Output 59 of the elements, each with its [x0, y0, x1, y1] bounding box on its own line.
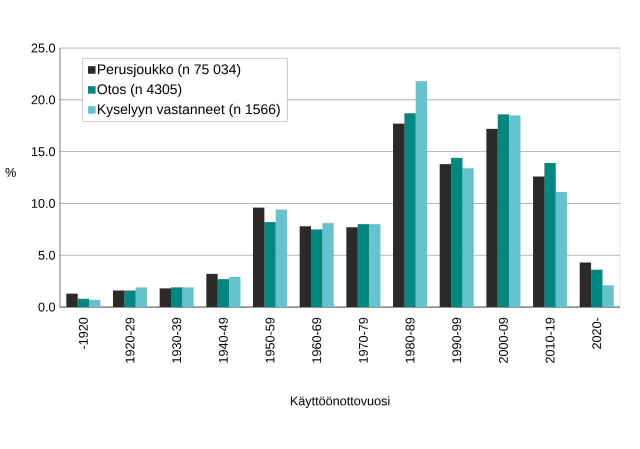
y-tick-label: 0.0 — [38, 302, 56, 312]
bar — [544, 162, 556, 308]
legend-label: Kyselyyn vastanneet (n 1566) — [98, 104, 280, 117]
bar — [136, 287, 148, 308]
x-tick-label: 2000-09 — [498, 318, 508, 363]
legend-label: Otos (n 4305) — [98, 84, 182, 97]
bar — [182, 287, 194, 308]
bar — [440, 164, 452, 308]
bar — [89, 300, 100, 308]
bar — [160, 288, 172, 308]
bar — [171, 287, 182, 308]
y-tick-label: 5.0 — [38, 250, 56, 260]
bar — [206, 274, 218, 308]
bar — [229, 276, 240, 308]
y-tick-label: 10.0 — [32, 198, 56, 208]
x-tick-label: 1960-69 — [312, 318, 322, 363]
bar — [218, 279, 230, 308]
x-tick-label: 1930-39 — [172, 318, 182, 363]
bar — [358, 224, 370, 308]
bar — [486, 128, 498, 308]
x-tick-label: -1920 — [78, 318, 88, 349]
bar — [404, 113, 416, 308]
bar — [346, 227, 358, 308]
x-axis-title: Käyttöönottovuosi — [290, 396, 390, 408]
y-axis-title: % — [6, 168, 16, 177]
bar — [66, 294, 78, 308]
bar — [451, 158, 462, 308]
bar — [591, 270, 602, 308]
bar — [78, 298, 90, 308]
bar — [264, 222, 276, 308]
x-tick-label: 1920-29 — [126, 318, 134, 363]
bar — [112, 290, 124, 308]
x-tick-label: 1990-99 — [452, 318, 462, 363]
bar — [322, 223, 334, 308]
bar — [533, 176, 544, 308]
x-tick-label: 2020- — [592, 318, 602, 349]
y-tick-label: 25.0 — [32, 44, 56, 52]
bar — [602, 285, 614, 308]
legend-label: Perusjoukko (n 75 034) — [98, 64, 240, 77]
bar — [393, 124, 404, 308]
bar — [416, 81, 428, 308]
y-tick-label: 20.0 — [32, 95, 56, 104]
bar — [311, 229, 322, 308]
x-tick-label: 1980-89 — [406, 318, 415, 363]
x-tick-label: 1970-79 — [358, 318, 368, 363]
bar — [253, 208, 264, 308]
x-tick-label: 1940-49 — [218, 318, 228, 363]
bar — [556, 192, 568, 308]
x-tick-label: 2010-19 — [546, 318, 555, 363]
bar — [498, 114, 510, 308]
bar — [300, 226, 312, 308]
bar — [509, 115, 520, 308]
bar — [124, 290, 136, 308]
bar — [369, 224, 380, 308]
bar — [276, 210, 288, 308]
bar — [462, 168, 474, 308]
y-tick-label: 15.0 — [32, 147, 56, 156]
x-tick-label: 1950-59 — [266, 318, 274, 363]
bar — [580, 262, 592, 308]
